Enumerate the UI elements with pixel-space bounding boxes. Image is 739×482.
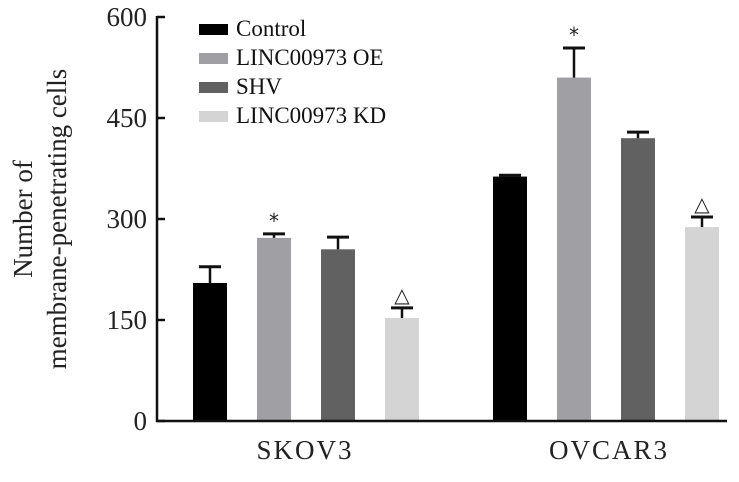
x-category-label: OVCAR3: [549, 435, 669, 465]
y-axis-ticks: 0 150 300 450 600: [107, 2, 165, 436]
y-tick-label: 600: [107, 2, 148, 32]
y-axis-label-line-2: membrane-penetrating cells: [42, 69, 72, 370]
bar: [557, 77, 591, 421]
legend-swatch: [199, 82, 228, 93]
bar: [685, 227, 719, 421]
legend: Control LINC00973 OE SHV LINC00973 KD: [199, 16, 386, 128]
bar: [385, 317, 419, 421]
legend-swatch: [199, 53, 228, 64]
significance-asterisk: *: [569, 23, 579, 47]
legend-swatch: [199, 111, 228, 122]
y-tick-label: 300: [107, 204, 148, 234]
bar: [257, 237, 291, 421]
y-tick-label: 0: [134, 406, 148, 436]
x-axis-category-labels: SKOV3 OVCAR3: [256, 435, 669, 465]
bar: [621, 138, 655, 421]
y-axis-label-line-1: Number of: [8, 160, 38, 278]
significance-triangle: △: [694, 192, 710, 216]
legend-label: LINC00973 KD: [236, 103, 386, 128]
bars: * △ * △: [193, 23, 719, 421]
bar: [193, 282, 227, 421]
bar: [493, 176, 527, 421]
legend-swatch: [199, 24, 228, 35]
y-tick-label: 150: [107, 305, 148, 335]
y-tick-label: 450: [107, 103, 148, 133]
axes: [155, 16, 727, 423]
legend-label: Control: [236, 16, 306, 41]
significance-asterisk: *: [269, 209, 279, 233]
y-axis-label: Number of membrane-penetrating cells: [8, 69, 72, 370]
bar: [321, 249, 355, 421]
x-category-label: SKOV3: [256, 435, 353, 465]
legend-label: SHV: [236, 74, 282, 99]
significance-triangle: △: [394, 283, 410, 307]
legend-label: LINC00973 OE: [236, 45, 384, 70]
